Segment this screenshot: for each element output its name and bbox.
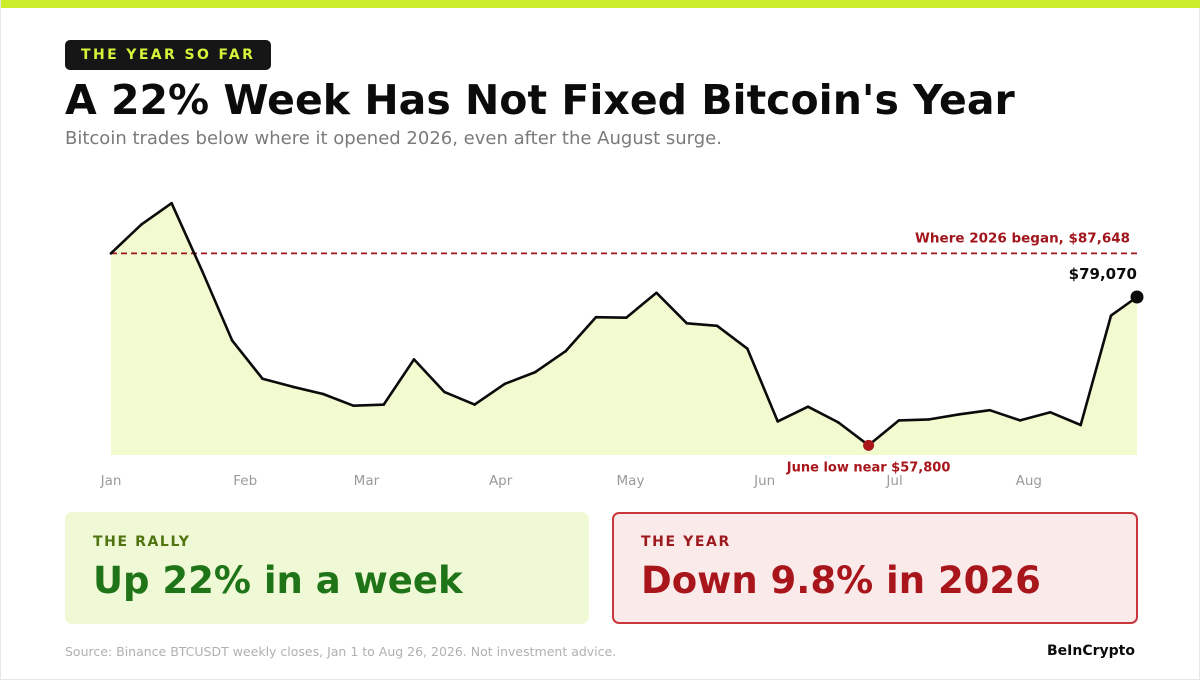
x-tick-label: Apr <box>489 473 513 489</box>
year-open-label: Where 2026 began, $87,648 <box>915 230 1130 246</box>
data-point <box>261 377 264 381</box>
data-point <box>624 316 628 319</box>
data-point <box>382 403 386 406</box>
data-point <box>503 382 507 386</box>
year-card-value: Down 9.8% in 2026 <box>641 559 1041 602</box>
data-point <box>655 291 658 295</box>
x-tick-label: Aug <box>1016 473 1042 489</box>
data-point <box>594 315 598 319</box>
data-point <box>806 405 810 408</box>
data-point <box>291 385 295 389</box>
data-point <box>1049 410 1052 414</box>
rally-card: THE RALLY Up 22% in a week <box>65 512 589 624</box>
data-point <box>1109 314 1113 317</box>
series-area <box>111 203 1137 455</box>
source-note: Source: Binance BTCUSDT weekly closes, J… <box>65 644 617 659</box>
x-tick-label: Jan <box>100 473 122 489</box>
year-card: THE YEAR Down 9.8% in 2026 <box>612 512 1138 624</box>
data-point <box>715 324 719 328</box>
latest-price-label: $79,070 <box>1069 265 1137 283</box>
latest-price-marker <box>1130 290 1144 304</box>
x-tick-label: Jul <box>885 473 902 489</box>
x-tick-label: Mar <box>354 473 380 489</box>
data-point <box>1135 295 1139 299</box>
page-title: A 22% Week Has Not Fixed Bitcoin's Year <box>65 76 1015 124</box>
data-point <box>776 420 779 423</box>
data-point <box>958 413 961 416</box>
data-point <box>897 419 901 422</box>
data-point <box>746 347 749 350</box>
data-point <box>321 392 325 396</box>
page-subtitle: Bitcoin trades below where it opened 202… <box>65 128 722 149</box>
kicker-badge: THE YEAR SO FAR <box>65 40 272 70</box>
data-point <box>443 390 446 394</box>
june-low-marker <box>863 439 875 451</box>
year-card-label: THE YEAR <box>641 534 731 550</box>
data-point <box>1079 423 1083 427</box>
data-point <box>836 421 840 424</box>
june-low-label: June low near $57,800 <box>786 460 951 475</box>
x-tick-label: Jun <box>753 473 775 489</box>
data-point <box>412 358 416 361</box>
data-point <box>170 201 173 205</box>
data-point <box>109 252 113 255</box>
x-tick-label: Feb <box>233 473 257 489</box>
data-point <box>1018 419 1022 422</box>
x-tick-label: May <box>617 473 645 489</box>
data-point <box>473 403 476 406</box>
data-point <box>927 418 931 421</box>
data-point <box>988 408 992 412</box>
data-point <box>200 269 204 272</box>
rally-card-label: THE RALLY <box>93 534 191 550</box>
data-point <box>564 349 567 353</box>
data-point <box>230 339 234 342</box>
rally-card-value: Up 22% in a week <box>93 559 463 602</box>
data-point <box>352 404 355 407</box>
accent-bar <box>1 0 1200 8</box>
data-point <box>685 321 689 325</box>
brand-logo: BeInCrypto <box>1047 643 1135 659</box>
data-point <box>867 444 870 447</box>
data-point <box>140 223 143 226</box>
data-point <box>533 370 537 374</box>
series-line <box>109 201 1139 447</box>
